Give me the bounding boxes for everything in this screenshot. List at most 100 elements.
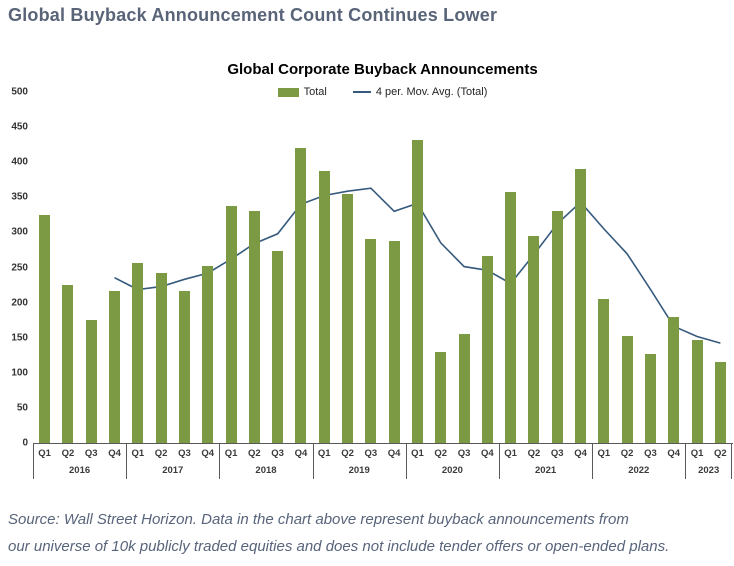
y-axis-tick-label: 100 (11, 367, 28, 379)
x-axis-quarter-label: Q2 (154, 448, 168, 459)
bar (551, 211, 563, 443)
x-axis-group-separator (312, 443, 314, 479)
y-axis: 0 50 100 150 200 250 300 350 400 450 500 (0, 87, 28, 449)
y-axis-tick-label: 250 (11, 262, 28, 273)
source-note-line-1: Source: Wall Street Horizon. Data in the… (8, 511, 629, 528)
x-axis-quarter-label: Q2 (61, 448, 75, 459)
x-axis-quarter-label: Q1 (597, 448, 611, 459)
bar (411, 139, 423, 443)
x-axis-group-separator (219, 443, 221, 479)
x-axis-group-separator (731, 443, 732, 479)
bar (202, 266, 214, 443)
bar (39, 214, 51, 443)
x-axis-year-label: 2017 (162, 465, 184, 476)
x-axis-quarter-label: Q4 (574, 448, 587, 459)
bar (575, 169, 587, 443)
x-axis-quarter-label: Q1 (131, 448, 145, 459)
x-axis-quarter-label: Q1 (504, 448, 517, 459)
page-title: Global Buyback Announcement Count Contin… (8, 5, 498, 25)
source-note: Source: Wall Street Horizon. Data in the… (8, 506, 734, 560)
x-axis-quarter-label: Q1 (690, 448, 704, 459)
y-axis-tick-label: 0 (22, 437, 28, 449)
bar (365, 239, 377, 443)
x-axis-year-label: 2022 (628, 465, 650, 476)
bar (644, 353, 656, 443)
bar (225, 206, 237, 443)
bar (62, 285, 74, 443)
x-axis-quarter-label: Q4 (201, 448, 215, 459)
x-axis-year-label: 2019 (348, 465, 370, 476)
bar (272, 251, 284, 443)
bar (598, 299, 610, 443)
x-axis-quarter-label: Q3 (364, 448, 378, 459)
x-axis-year-label: 2018 (255, 465, 277, 476)
plot-area (33, 92, 732, 443)
y-axis-tick-label: 400 (11, 156, 28, 168)
x-axis-quarter-label: Q3 (550, 448, 564, 459)
x-axis-quarter-label: Q4 (387, 448, 401, 459)
bar (714, 362, 726, 443)
x-axis-group-separator (405, 443, 407, 479)
legend-item-moving-average: 4 per. Mov. Avg. (Total) (352, 86, 488, 98)
x-axis-quarter-label: Q2 (247, 448, 261, 459)
y-axis-tick-label: 500 (11, 86, 28, 98)
x-axis-group-separator (685, 443, 687, 479)
x-axis-quarter-label: Q2 (527, 448, 541, 459)
x-axis-quarter-label: Q1 (317, 448, 331, 459)
bar (342, 193, 354, 443)
y-axis-tick-label: 50 (16, 402, 28, 414)
x-axis-quarter-label: Q3 (84, 448, 98, 459)
bar (248, 211, 260, 443)
y-axis-tick-label: 350 (11, 191, 28, 203)
bar (109, 290, 121, 443)
y-axis-tick-label: 150 (11, 332, 28, 344)
chart-legend: Total 4 per. Mov. Avg. (Total) (33, 86, 732, 98)
x-axis-quarter-label: Q2 (341, 448, 354, 459)
x-axis-quarter-label: Q2 (620, 448, 634, 459)
bar (505, 192, 517, 443)
y-axis-tick-label: 200 (11, 297, 28, 309)
bar-series-swatch-icon (277, 87, 299, 97)
x-axis-quarter-label: Q3 (178, 448, 191, 459)
x-axis-quarter-label: Q3 (457, 448, 471, 459)
x-axis: Q1 Q2 Q3 Q4 2016 Q1 Q2 Q3 Q4 2017 Q1 Q2 Q3 Q4 2018 Q1 Q2… (33, 443, 732, 480)
source-note-line-2: our universe of 10k publicly traded equi… (8, 538, 670, 555)
x-axis-group-separator (33, 443, 34, 479)
bar (178, 290, 190, 443)
line-series-swatch-icon (352, 91, 371, 93)
x-axis-quarter-label: Q4 (108, 448, 121, 459)
bar (481, 255, 493, 443)
x-axis-quarter-label: Q3 (644, 448, 657, 459)
bar (295, 148, 307, 443)
bar (668, 316, 680, 443)
bar (621, 335, 633, 443)
bar (691, 339, 703, 443)
chart-title: Global Corporate Buyback Announcements (227, 61, 538, 78)
x-axis-quarter-label: Q4 (667, 448, 681, 459)
bar (318, 171, 330, 443)
bar (388, 240, 400, 443)
x-axis-quarter-label: Q1 (38, 448, 51, 459)
x-axis-quarter-label: Q1 (224, 448, 238, 459)
bar (155, 273, 167, 443)
bar (458, 334, 470, 443)
x-axis-year-label: 2020 (441, 465, 463, 476)
x-axis-year-label: 2023 (698, 465, 720, 476)
x-axis-year-label: 2021 (535, 465, 557, 476)
y-axis-tick-label: 300 (11, 226, 28, 238)
x-axis-quarter-label: Q2 (434, 448, 448, 459)
x-axis-group-separator (592, 443, 594, 479)
x-axis-quarter-label: Q2 (713, 448, 727, 459)
bar (132, 262, 144, 443)
legend-label-total: Total (303, 86, 327, 98)
y-axis-tick-label: 450 (11, 121, 28, 133)
bar (85, 320, 97, 443)
legend-item-total: Total (277, 86, 327, 98)
x-axis-quarter-label: Q1 (411, 448, 424, 459)
x-axis-year-label: 2016 (69, 465, 91, 476)
x-axis-group-separator (126, 443, 128, 479)
x-axis-quarter-label: Q4 (294, 448, 308, 459)
legend-label-moving-average: 4 per. Mov. Avg. (Total) (375, 86, 488, 98)
bar (528, 235, 540, 443)
